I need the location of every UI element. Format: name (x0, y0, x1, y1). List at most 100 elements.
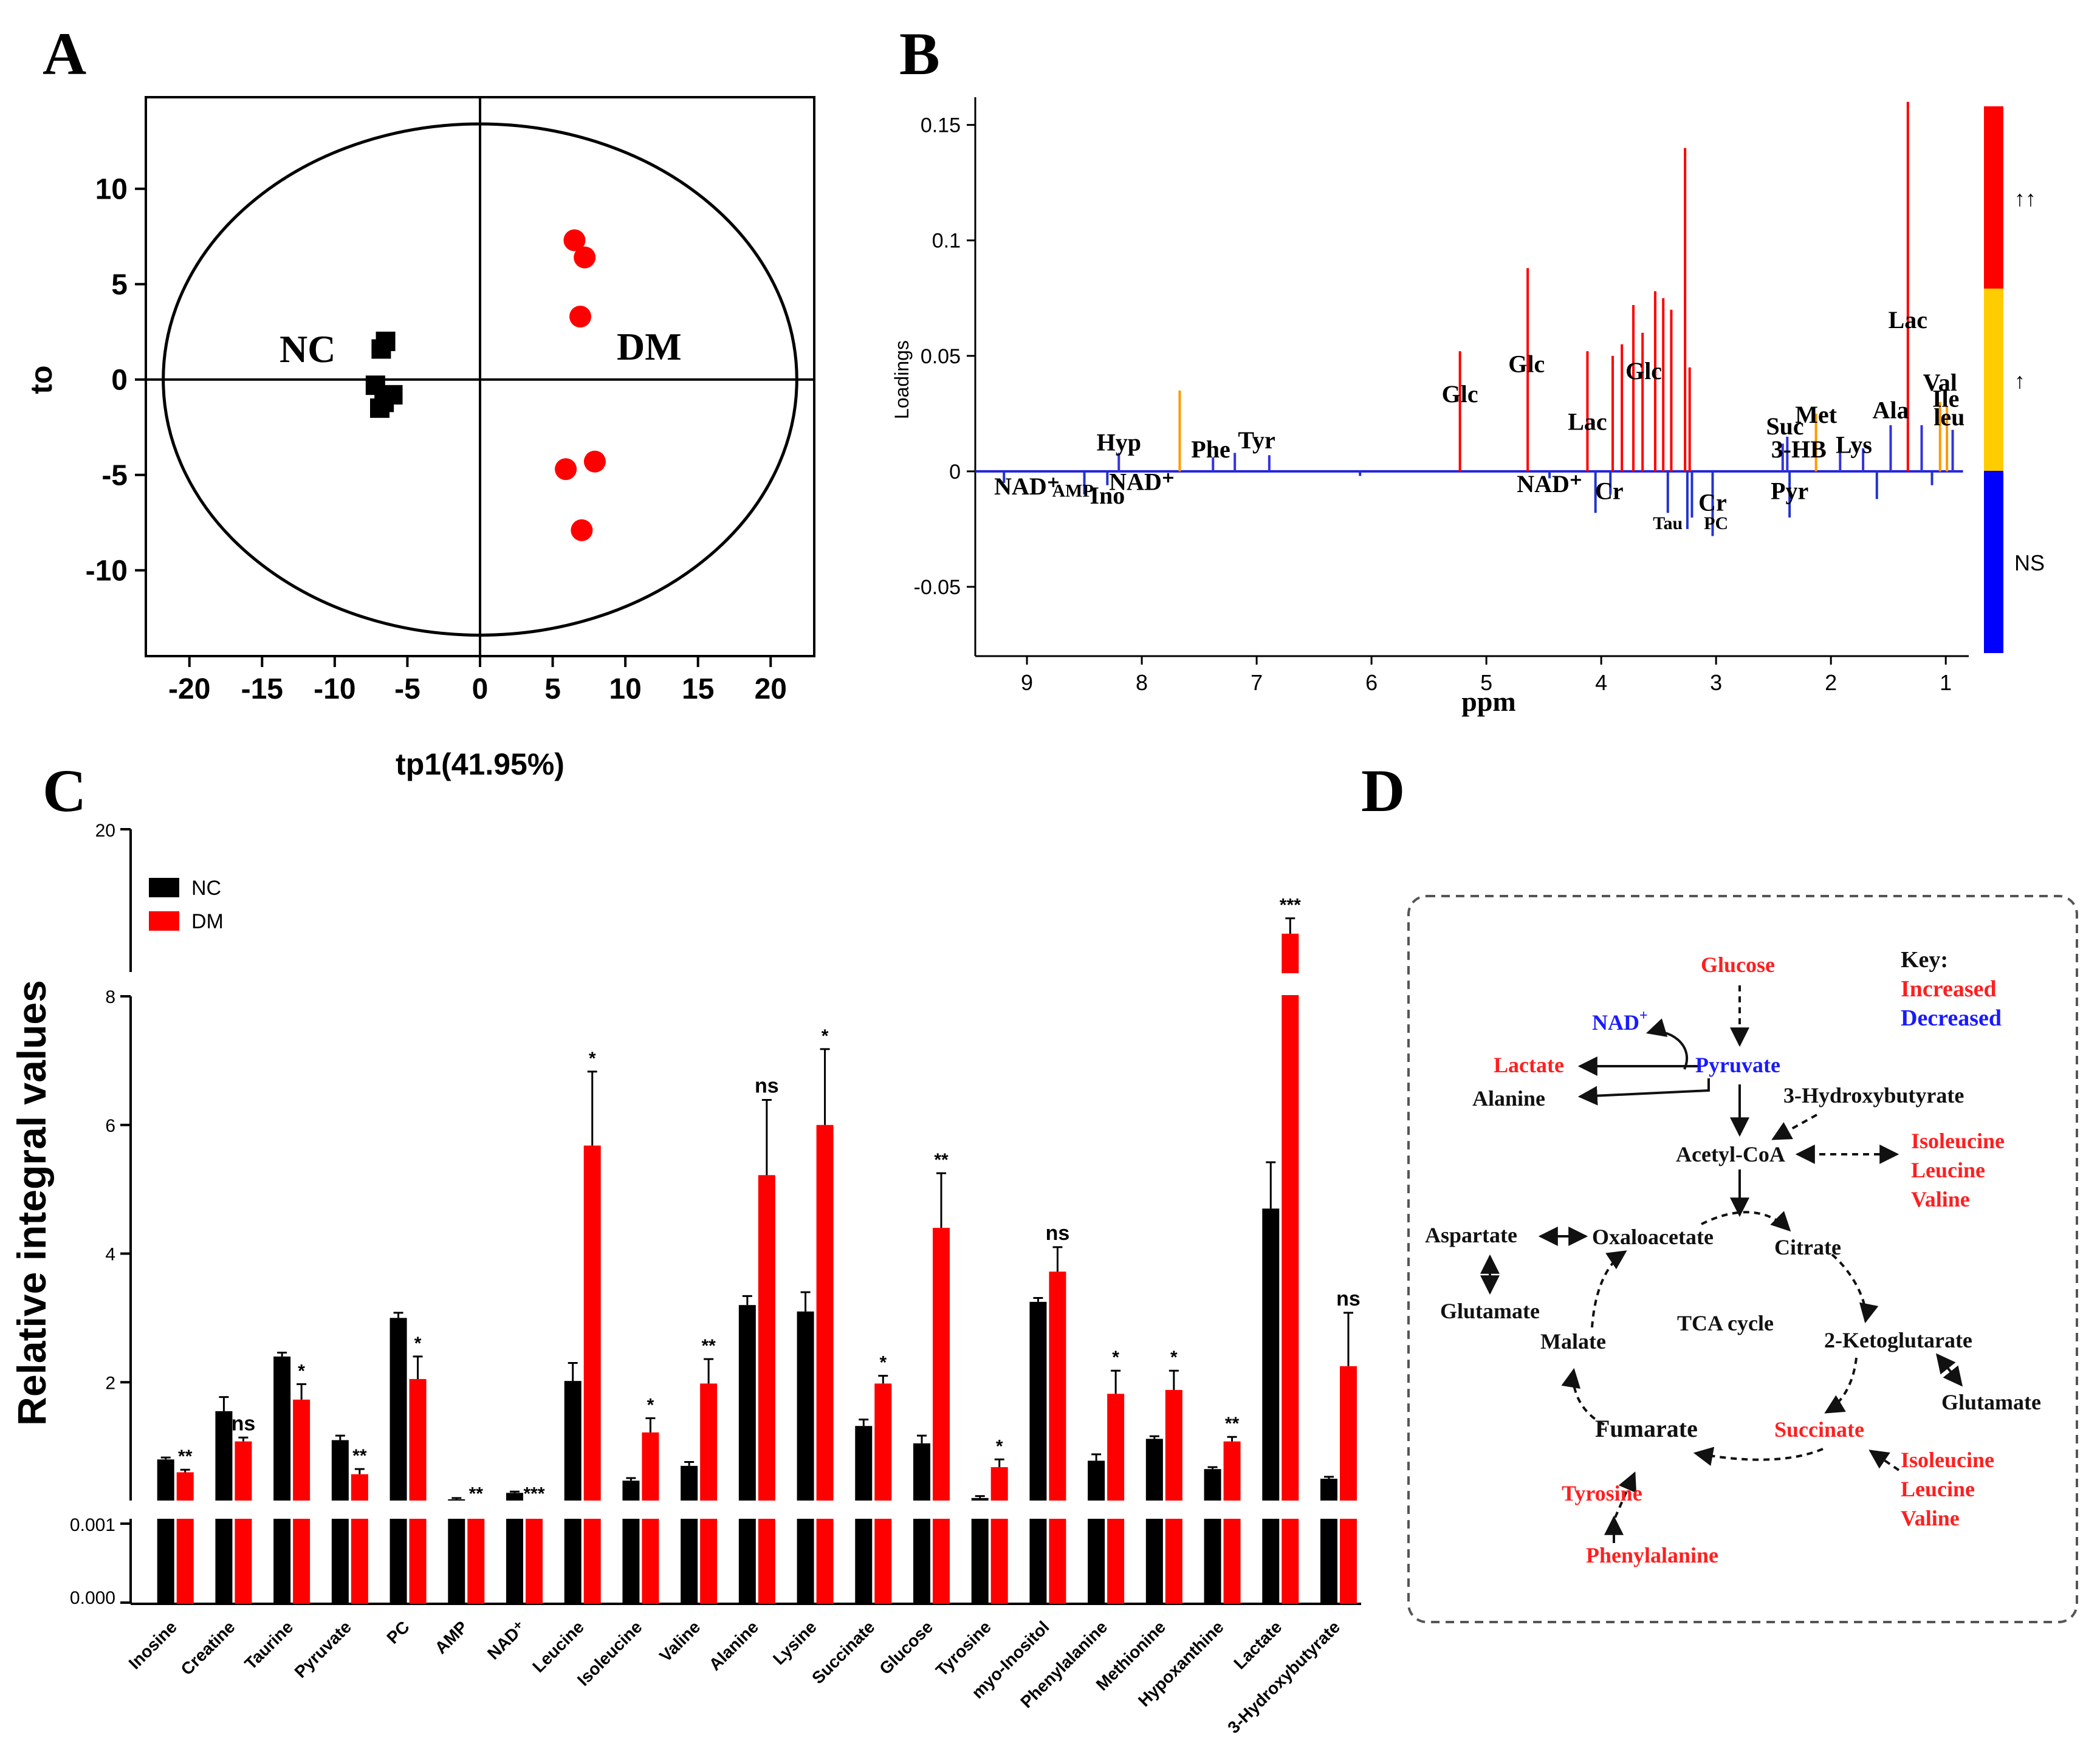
category-label: Tyrosine (932, 1617, 995, 1680)
category-label: PC (383, 1617, 413, 1647)
significance-label: ** (701, 1336, 716, 1356)
y-tick-label: -0.05 (914, 576, 961, 599)
annotation-label: Cr (1698, 488, 1727, 516)
bar-lower-stub (855, 1519, 873, 1604)
arrow-citrate-ketoglutarate (1831, 1253, 1879, 1324)
bar-nc (622, 1481, 640, 1501)
node-glutamate-2: Glutamate (1941, 1390, 2041, 1414)
bar-lower-stub (526, 1519, 543, 1604)
node-phenylalanine: Phenylalanine (1586, 1543, 1718, 1567)
significance-label: * (589, 1049, 596, 1069)
bar-lower-stub (681, 1519, 698, 1604)
panel-label-c: C (43, 757, 86, 824)
legend-swatch (149, 878, 179, 897)
dm-point (569, 306, 591, 328)
bar-dm (176, 1472, 194, 1501)
bar-lower-stub (331, 1519, 349, 1604)
category-label: Leucine (529, 1617, 588, 1676)
plot-c-bars: **ns****** *******ns*****ns* ******ns (122, 895, 1361, 1604)
bar-lower-stub (933, 1519, 950, 1604)
x-tick-label: 1 (1940, 670, 1952, 695)
bar-dm (1282, 933, 1299, 1501)
bar-lower-stub (797, 1519, 814, 1604)
legend-swatch (149, 911, 179, 931)
legend-label: NC (191, 877, 221, 900)
y-tick-label: 5 (111, 269, 128, 301)
node-3-hydroxybutyrate: 3-Hydroxybutyrate (1783, 1083, 1964, 1107)
category-label: Glucose (876, 1617, 936, 1678)
annotation-label: Glc (1508, 350, 1545, 377)
category-label: NAD⁺ (484, 1617, 529, 1663)
bar-lower-stub (700, 1519, 718, 1604)
arrow-succinate-fumarate (1693, 1446, 1824, 1466)
group-label-nc: NC (280, 327, 335, 371)
axis-break-gap (122, 973, 1361, 995)
arrow-pyruvate-alanine (1577, 1078, 1710, 1106)
node-glucose: Glucose (1701, 953, 1775, 977)
bar-lower-stub (1107, 1519, 1125, 1604)
significance-label: ns (755, 1074, 779, 1097)
nc-point (370, 398, 389, 418)
bar-lower-stub (758, 1519, 775, 1604)
colorbar-segment (1984, 289, 2003, 471)
plot-a-zero-lines (146, 97, 814, 656)
bar-nc (273, 1356, 291, 1501)
plot-b-x-label: ppm (1461, 686, 1515, 717)
category-label: Inosine (125, 1617, 180, 1672)
arrow-nad-loop (1645, 1018, 1689, 1070)
node-tyrosine: Tyrosine (1562, 1481, 1642, 1505)
arrow-ketoglutarate-glutamate (1936, 1353, 1963, 1387)
node-nad: NAD+ (1592, 1008, 1648, 1035)
annotation-label: PC (1704, 513, 1728, 533)
arrow-malate-oxaloacetate (1591, 1250, 1627, 1328)
bar-lower-stub (389, 1519, 407, 1604)
significance-label: *** (523, 1484, 544, 1504)
annotation-label: Lys (1836, 431, 1872, 458)
plot-b-y-ticks: -0.05 0 0.05 0.1 0.15 (914, 114, 975, 599)
significance-label: * (879, 1353, 887, 1373)
node-oxaloacetate: Oxaloacetate (1592, 1225, 1714, 1249)
annotation-label: AMP (1052, 481, 1094, 501)
bar-lower-stub (506, 1519, 523, 1604)
annotation-label: Phe (1191, 436, 1230, 463)
x-tick-label: 20 (755, 673, 787, 705)
category-label: Creatine (177, 1617, 239, 1679)
annotation-label: Met (1795, 401, 1837, 428)
arrow-bcaa-succinate (1868, 1450, 1900, 1471)
colorbar-segment (1984, 471, 2003, 653)
bar-dm (816, 1125, 834, 1501)
bar-lower-stub (1262, 1519, 1280, 1604)
colorbar-label: ↑ (2014, 368, 2025, 393)
bar-nc (797, 1311, 814, 1501)
bar-dm (235, 1441, 252, 1501)
bar-nc (1262, 1208, 1280, 1501)
x-tick-label: 2 (1825, 670, 1837, 695)
node-succinate: Succinate (1774, 1417, 1864, 1442)
bar-nc (971, 1498, 989, 1501)
significance-label: ** (352, 1446, 367, 1466)
bar-dm (1107, 1394, 1125, 1501)
plot-a-y-label: to (24, 365, 58, 394)
y-tick-label: 0.1 (932, 230, 961, 253)
category-label: Valine (656, 1617, 704, 1665)
bar-lower-stub (215, 1519, 233, 1604)
bar-lower-stub (738, 1519, 756, 1604)
bar-lower-stub (816, 1519, 834, 1604)
annotation-label: Cr (1595, 477, 1624, 504)
significance-label: * (1112, 1347, 1119, 1368)
node-malate: Malate (1540, 1329, 1606, 1354)
significance-colorbar: ↑↑↑NS (1984, 106, 2045, 653)
annotation-label: Tyr (1238, 426, 1275, 454)
plot-a-y-ticks: -10 -5 0 5 10 (86, 174, 146, 587)
y-tick-label: 20 (95, 821, 115, 841)
bar-nc (1204, 1469, 1221, 1501)
node-bcaa2-valine: Valine (1901, 1506, 1960, 1530)
annotation-label: Tau (1653, 513, 1683, 533)
bar-lower-stub (409, 1519, 427, 1604)
significance-label: ns (1046, 1222, 1070, 1245)
dm-point (583, 450, 606, 473)
arrow-oxaloacetate-citrate (1701, 1211, 1791, 1232)
dm-point (574, 246, 596, 269)
x-tick-label: 15 (682, 673, 714, 705)
